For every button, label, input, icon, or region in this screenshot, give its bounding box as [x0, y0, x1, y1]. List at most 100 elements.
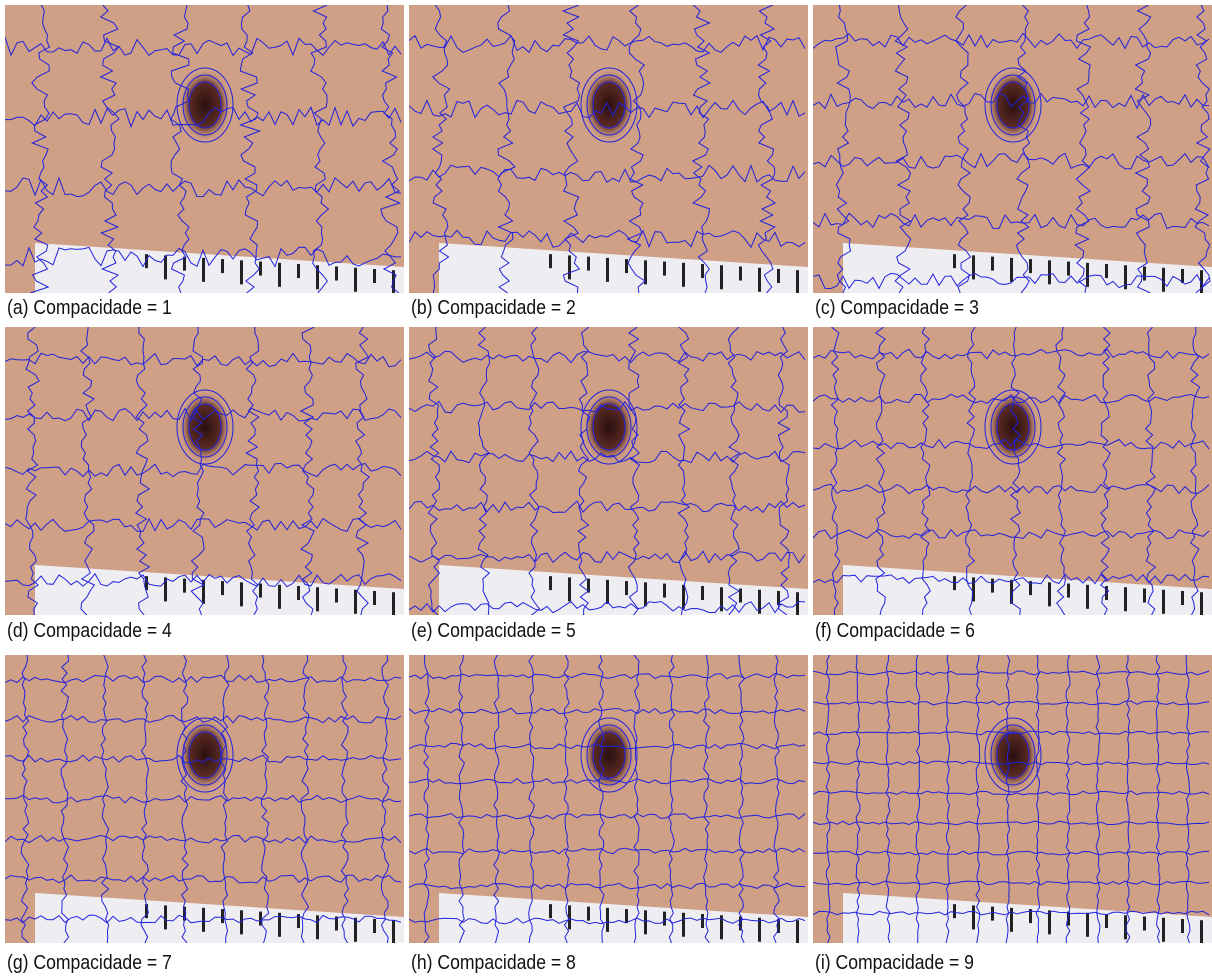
ruler-tick — [1181, 919, 1184, 933]
ruler-tick — [1048, 582, 1051, 606]
ruler-tick — [777, 269, 780, 283]
ruler-tick — [1143, 917, 1146, 931]
superpixel-image — [813, 655, 1212, 943]
ruler-tick — [202, 580, 205, 604]
ruler-tick — [297, 586, 300, 600]
ruler-tick — [587, 257, 590, 271]
ruler-tick — [953, 904, 956, 918]
ruler-tick — [663, 262, 666, 276]
ruler-tick — [682, 263, 685, 287]
caption: (h) Compacidade = 8 — [411, 952, 576, 975]
caption: (d) Compacidade = 4 — [7, 620, 172, 643]
ruler-tick — [739, 267, 742, 281]
mole — [987, 719, 1039, 791]
ruler-tick — [796, 270, 799, 293]
ruler-tick — [1143, 589, 1146, 603]
ruler-tick — [739, 589, 742, 603]
ruler-tick — [701, 914, 704, 928]
ruler-tick — [644, 582, 647, 606]
ruler-tick — [240, 260, 243, 284]
caption: (f) Compacidade = 6 — [815, 620, 975, 643]
ruler-tick — [796, 920, 799, 943]
ruler-tick — [1086, 913, 1089, 937]
ruler-tick — [183, 579, 186, 593]
mole — [179, 391, 231, 463]
ruler-tick — [240, 910, 243, 934]
ruler-tick — [953, 254, 956, 268]
ruler-tick — [568, 577, 571, 601]
caption: (a) Compacidade = 1 — [7, 297, 172, 320]
ruler-tick — [335, 589, 338, 603]
superpixel-image — [5, 655, 404, 943]
ruler-tick — [701, 586, 704, 600]
ruler-tick — [221, 259, 224, 273]
ruler-tick — [991, 907, 994, 921]
figure: (a) Compacidade = 1(b) Compacidade = 2(c… — [0, 0, 1212, 980]
mole — [583, 69, 635, 141]
ruler-tick — [1067, 584, 1070, 598]
ruler-tick — [278, 263, 281, 287]
ruler-tick — [663, 912, 666, 926]
ruler-tick — [202, 908, 205, 932]
ruler-tick — [373, 919, 376, 933]
caption: (e) Compacidade = 5 — [411, 620, 576, 643]
superpixel-image — [5, 5, 404, 293]
ruler-tick — [720, 265, 723, 289]
caption: (i) Compacidade = 9 — [815, 952, 974, 975]
mole — [583, 391, 635, 463]
caption: (c) Compacidade = 3 — [815, 297, 979, 320]
ruler-tick — [549, 576, 552, 590]
ruler-tick — [1200, 592, 1203, 615]
ruler-tick — [991, 257, 994, 271]
ruler-tick — [373, 591, 376, 605]
ruler-tick — [1162, 268, 1165, 292]
ruler-tick — [1162, 590, 1165, 614]
ruler-tick — [606, 580, 609, 604]
ruler-tick — [625, 581, 628, 595]
ruler-tick — [549, 904, 552, 918]
ruler-tick — [549, 254, 552, 268]
ruler-tick — [758, 918, 761, 942]
ruler-tick — [972, 905, 975, 929]
ruler-tick — [240, 582, 243, 606]
superpixel-image — [5, 327, 404, 615]
ruler-tick — [682, 913, 685, 937]
ruler-tick — [606, 258, 609, 282]
ruler-tick — [164, 905, 167, 929]
superpixel-image — [409, 5, 808, 293]
ruler-tick — [392, 920, 395, 943]
ruler-tick — [202, 258, 205, 282]
ruler-tick — [164, 255, 167, 279]
ruler-tick — [354, 268, 357, 292]
ruler-tick — [316, 587, 319, 611]
ruler-tick — [1105, 914, 1108, 928]
ruler-tick — [625, 259, 628, 273]
ruler-tick — [259, 584, 262, 598]
ruler-tick — [625, 909, 628, 923]
ruler-tick — [1086, 263, 1089, 287]
ruler-tick — [568, 255, 571, 279]
ruler-tick — [1200, 920, 1203, 943]
mole — [179, 719, 231, 791]
ruler-tick — [221, 581, 224, 595]
ruler-tick — [991, 579, 994, 593]
ruler-tick — [392, 592, 395, 615]
ruler-tick — [221, 909, 224, 923]
ruler-tick — [1010, 258, 1013, 282]
ruler-tick — [1162, 918, 1165, 942]
mole — [179, 69, 231, 141]
ruler-tick — [1124, 587, 1127, 611]
caption: (g) Compacidade = 7 — [7, 952, 172, 975]
ruler-tick — [720, 587, 723, 611]
ruler-tick — [644, 910, 647, 934]
ruler-tick — [972, 255, 975, 279]
ruler-tick — [297, 264, 300, 278]
ruler-tick — [758, 268, 761, 292]
ruler-tick — [587, 907, 590, 921]
ruler-tick — [278, 585, 281, 609]
superpixel-image — [813, 5, 1212, 293]
ruler-tick — [701, 264, 704, 278]
superpixel-image — [813, 327, 1212, 615]
ruler-tick — [1105, 264, 1108, 278]
ruler-tick — [1048, 910, 1051, 934]
